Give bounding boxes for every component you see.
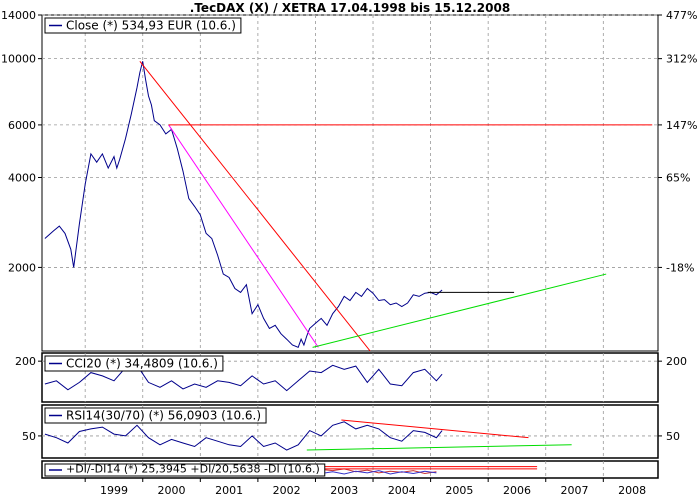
legend-label: Close (*) 534,93 EUR (10.6.) — [66, 19, 236, 33]
legend-box — [44, 17, 242, 34]
xtick-label: 2003 — [330, 484, 358, 497]
xtick-label: 2006 — [503, 484, 531, 497]
legend-label: CCI20 (*) 34,4809 (10.6.) — [66, 357, 218, 371]
ytick-label-left: 10000 — [1, 53, 36, 66]
xtick-label: 2007 — [561, 484, 589, 497]
ytick-label-right: 477% — [666, 9, 697, 22]
xtick-label: 2000 — [158, 484, 186, 497]
ytick-label-left: 14000 — [1, 9, 36, 22]
trendline-green — [312, 273, 607, 348]
trendline-red — [341, 419, 529, 439]
legend-label: +DI/-DI14 (*) 25,3945 +DI/20,5638 -DI (1… — [66, 463, 320, 476]
ytick-label-right: -18% — [666, 261, 694, 274]
panel-rsi: 50 50 RSI14(30/70) (*) 56,0903 (10.6.) — [22, 404, 680, 459]
chart-panels: 14000 10000 6000 4000 2000 477% 312% 147% 65% -18… — [1, 9, 697, 479]
ytick-label-right: 312% — [666, 53, 697, 66]
series-group-price — [44, 60, 653, 351]
legend-price: Close (*) 534,93 EUR (10.6.) — [44, 17, 242, 34]
legend-box — [44, 355, 224, 372]
panel-price: 14000 10000 6000 4000 2000 477% 312% 147% 65% -18… — [1, 9, 697, 352]
xtick-label: 2004 — [388, 484, 416, 497]
legend-rsi: RSI14(30/70) (*) 56,0903 (10.6.) — [44, 407, 267, 424]
ytick-label-right: 50 — [666, 430, 680, 443]
x-axis: 1999 2000 2001 2002 2003 2004 2005 2006 2007 2008 — [84, 478, 646, 497]
ytick-label-left: 50 — [22, 430, 36, 443]
xtick-label: 2005 — [445, 484, 473, 497]
legend-dmi: +DI/-DI14 (*) 25,3945 +DI/20,5638 -DI (1… — [44, 463, 326, 477]
ytick-label-right: 200 — [666, 355, 687, 368]
ytick-label-left: 4000 — [8, 172, 36, 185]
ytick-label-right: 147% — [666, 119, 697, 132]
xtick-label: 1999 — [100, 484, 128, 497]
trendline-red — [139, 60, 371, 351]
panel-cci: 200 200 CCI20 (*) 34,4809 (10.6.) — [15, 352, 687, 403]
series-line-dmi — [321, 470, 437, 475]
trendline-magenta — [168, 124, 319, 348]
xtick-label: 2001 — [215, 484, 243, 497]
xtick-label: 2002 — [273, 484, 301, 497]
trendline-green — [306, 444, 572, 451]
series-line-dmi — [321, 468, 437, 475]
panel-dmi: +DI/-DI14 (*) 25,3945 +DI/20,5638 -DI (1… — [41, 460, 659, 479]
legend-box — [44, 463, 326, 477]
series-line-rsi — [44, 421, 443, 451]
ytick-label-right: 65% — [666, 172, 690, 185]
ytick-label-left: 2000 — [8, 261, 36, 274]
legend-cci: CCI20 (*) 34,4809 (10.6.) — [44, 355, 224, 372]
legend-box — [44, 407, 267, 424]
series-group-cci — [44, 364, 443, 392]
chart-title: .TecDAX (X) / XETRA 17.04.1998 bis 15.12… — [190, 1, 510, 15]
series-group-dmi — [318, 466, 538, 475]
legend-label: RSI14(30/70) (*) 56,0903 (10.6.) — [66, 409, 261, 423]
series-line-cci — [44, 364, 443, 392]
series-group-rsi — [44, 419, 572, 451]
xtick-label: 2008 — [618, 484, 646, 497]
ytick-label-left: 200 — [15, 355, 36, 368]
ytick-label-left: 6000 — [8, 119, 36, 132]
series-line-price — [44, 61, 443, 348]
